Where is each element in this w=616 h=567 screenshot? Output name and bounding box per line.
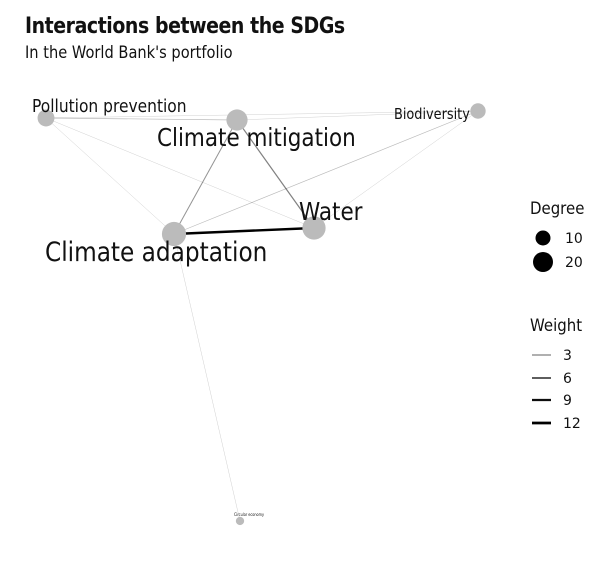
legend-degree-key-10 bbox=[535, 230, 551, 246]
legend-weight-label-12: 12 bbox=[563, 416, 581, 432]
edge-pollution-biodiversity bbox=[45, 110, 479, 119]
node-circular bbox=[235, 516, 245, 526]
edge-adaptation-biodiversity bbox=[173, 110, 479, 235]
edge-mitigation-adaptation bbox=[173, 119, 238, 235]
node-label-water: Water bbox=[299, 197, 363, 226]
chart-subtitle: In the World Bank's portfolio bbox=[25, 43, 233, 63]
node-pollution bbox=[37, 109, 55, 127]
node-label-pollution: Pollution prevention bbox=[32, 95, 187, 116]
node-adaptation bbox=[161, 221, 187, 247]
node-layer bbox=[37, 103, 486, 526]
legend-weight-label-9: 9 bbox=[563, 393, 572, 409]
node-label-biodiversity: Biodiversity bbox=[394, 106, 470, 123]
edge-pollution-mitigation bbox=[45, 117, 238, 121]
legend-weight-title: Weight bbox=[530, 315, 582, 335]
legend-degree-label-10: 10 bbox=[565, 231, 583, 247]
node-biodiversity bbox=[470, 103, 486, 119]
edge-mitigation-biodiversity bbox=[236, 110, 479, 121]
legend-degree-title: Degree bbox=[530, 198, 584, 218]
legend-weight-label-6: 6 bbox=[563, 371, 572, 387]
node-label-layer: Pollution prevention Climate mitigation Bi… bbox=[32, 95, 470, 517]
node-label-adaptation: Climate adaptation bbox=[45, 236, 267, 267]
edge-adaptation-circular bbox=[173, 233, 241, 522]
node-water bbox=[302, 216, 326, 240]
node-label-circular: Circular economy bbox=[234, 513, 265, 517]
legend-weight-label-3: 3 bbox=[563, 348, 572, 364]
edge-pollution-water bbox=[45, 117, 315, 229]
node-mitigation bbox=[226, 109, 248, 131]
edge-adaptation-water bbox=[173, 226, 315, 236]
edge-water-biodiversity bbox=[313, 110, 479, 229]
chart-title: Interactions between the SDGs bbox=[25, 14, 345, 39]
legend: Degree 10 20 Weight 3 6 9 12 bbox=[530, 198, 584, 432]
edge-mitigation-water bbox=[236, 119, 315, 229]
legend-degree-label-20: 20 bbox=[565, 255, 583, 271]
edge-layer bbox=[45, 110, 479, 522]
edge-pollution-adaptation bbox=[45, 117, 175, 235]
legend-degree-key-20 bbox=[533, 252, 553, 272]
node-label-mitigation: Climate mitigation bbox=[157, 123, 356, 152]
